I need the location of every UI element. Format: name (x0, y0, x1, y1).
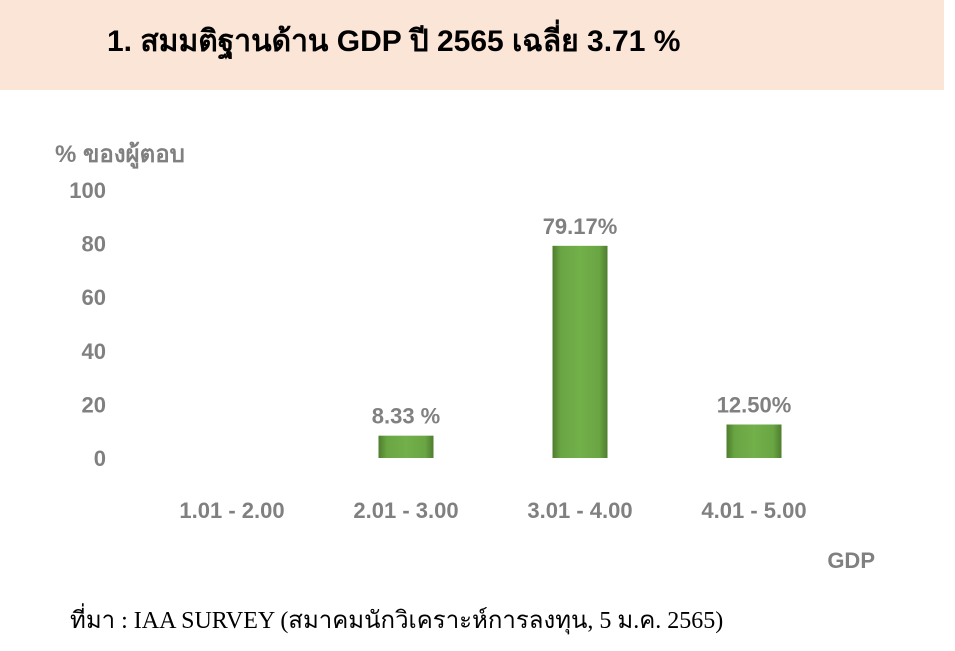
y-tick-label: 100 (69, 178, 106, 203)
data-label: 79.17% (543, 214, 618, 239)
y-tick-label: 20 (82, 392, 106, 417)
y-axis-label: % ของผู้ตอบ (55, 141, 185, 169)
y-tick-label: 0 (94, 446, 106, 471)
title-banner (0, 0, 944, 90)
bar (552, 245, 608, 458)
x-axis-label: GDP (827, 548, 875, 573)
x-tick-label: 2.01 - 3.00 (353, 498, 458, 523)
bar (726, 424, 782, 458)
data-label: 12.50% (717, 393, 792, 418)
bar (378, 435, 434, 458)
x-tick-label: 1.01 - 2.00 (179, 498, 284, 523)
data-label: 8.33 % (372, 404, 441, 429)
y-tick-label: 60 (82, 285, 106, 310)
source-note: ที่มา : IAA SURVEY (สมาคมนักวิเคราะห์การ… (70, 608, 724, 634)
x-tick-label: 4.01 - 5.00 (701, 498, 806, 523)
gdp-bar-chart: % ของผู้ตอบ GDP 100 80 60 40 20 0 1.01 - 2.00… (55, 141, 875, 573)
page-title: 1. สมมติฐานด้าน GDP ปี 2565 เฉลี่ย 3.71 … (107, 25, 681, 58)
y-tick-label: 40 (82, 339, 106, 364)
y-tick-label: 80 (82, 232, 106, 257)
x-tick-label: 3.01 - 4.00 (527, 498, 632, 523)
